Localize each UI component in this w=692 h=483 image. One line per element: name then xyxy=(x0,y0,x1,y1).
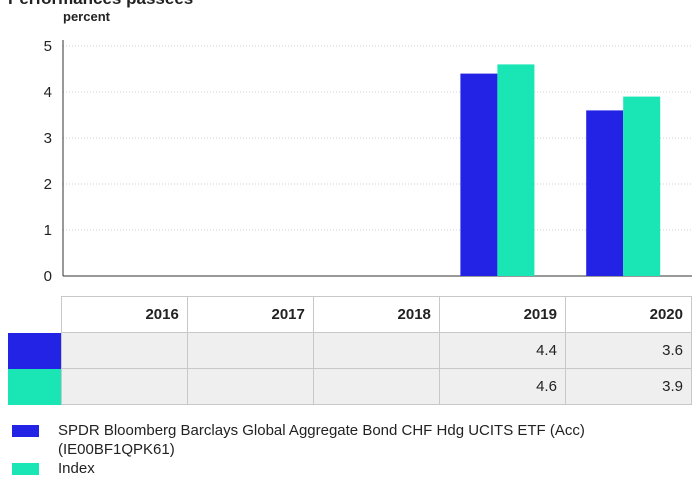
bar-chart: 0 1 2 3 4 5 xyxy=(44,38,692,285)
table-corner-cell xyxy=(8,296,62,333)
table-cell xyxy=(60,332,188,369)
legend-label-fund: SPDR Bloomberg Barclays Global Aggregate… xyxy=(58,422,585,458)
y-tick-label: 4 xyxy=(44,84,52,101)
table-header-cell: 2019 xyxy=(438,296,566,333)
table-header-cell: 2016 xyxy=(60,296,188,333)
table-header-row: 2016 2017 2018 2019 2020 xyxy=(8,296,692,333)
y-tick-label: 0 xyxy=(44,268,52,285)
legend-item-index: Index xyxy=(12,459,692,478)
data-table: 2016 2017 2018 2019 2020 4.4 3.6 4.6 3.9 xyxy=(8,296,692,405)
table-cell xyxy=(186,332,314,369)
table-row-index: 4.6 3.9 xyxy=(8,368,692,405)
table-row-fund: 4.4 3.6 xyxy=(8,332,692,369)
y-axis-unit-label: percent xyxy=(63,9,110,24)
table-cell xyxy=(60,368,188,405)
legend: SPDR Bloomberg Barclays Global Aggregate… xyxy=(12,421,692,478)
fund-color-swatch xyxy=(8,332,62,369)
y-tick-label: 3 xyxy=(44,130,52,147)
y-tick-label: 5 xyxy=(44,38,52,55)
y-tick-label: 2 xyxy=(44,176,52,193)
table-header-cell: 2020 xyxy=(564,296,692,333)
bar-fund xyxy=(586,110,624,277)
legend-swatch-index xyxy=(12,463,39,475)
legend-label-index: Index xyxy=(58,460,95,477)
table-cell xyxy=(312,368,440,405)
index-color-swatch xyxy=(8,368,62,405)
table-header-cell: 2018 xyxy=(312,296,440,333)
chart-title: Performances passées xyxy=(8,0,193,9)
y-tick-label: 1 xyxy=(44,222,52,239)
bar-fund xyxy=(460,73,498,276)
table-cell: 3.6 xyxy=(564,332,692,369)
legend-item-fund: SPDR Bloomberg Barclays Global Aggregate… xyxy=(12,421,692,459)
table-cell: 3.9 xyxy=(564,368,692,405)
table-cell: 4.4 xyxy=(438,332,566,369)
table-cell: 4.6 xyxy=(438,368,566,405)
bar-index xyxy=(497,64,535,277)
table-cell xyxy=(312,332,440,369)
table-header-cell: 2017 xyxy=(186,296,314,333)
table-cell xyxy=(186,368,314,405)
bar-index xyxy=(623,96,661,276)
legend-swatch-fund xyxy=(12,425,39,437)
